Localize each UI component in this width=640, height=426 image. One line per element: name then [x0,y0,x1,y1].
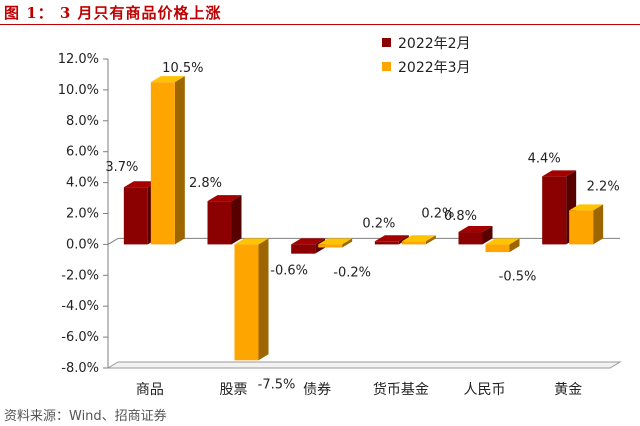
y-tick-label: 0.0% [66,237,99,252]
bar-top [207,195,242,202]
bar-top [485,238,520,245]
bar-top [123,181,158,188]
legend: 2022年2月 2022年3月 [382,36,471,76]
data-label: 0.8% [444,209,477,224]
x-category-label: 股票 [220,382,248,398]
bar-front [234,244,259,361]
bar-front [569,210,594,245]
x-category-label: 黄金 [554,381,582,398]
x-category-label: 债券 [303,382,331,398]
data-label: 2.2% [587,179,620,194]
y-tick-label: -8.0% [61,361,99,376]
data-label: -0.6% [270,263,308,278]
bar-top [374,235,409,242]
source-note: 资料来源：Wind、招商证券 [4,409,167,424]
bar-side [593,204,604,245]
data-label: 3.7% [105,160,138,175]
bar-top [318,238,353,245]
y-tick-label: 10.0% [58,83,99,98]
bar-top [234,238,269,245]
bar-front [485,244,510,253]
bar-side [425,235,436,245]
x-category-label: 货币基金 [373,381,429,398]
bar-front [207,201,232,245]
bar-mar-2 [318,238,353,248]
bar-side [509,238,520,253]
bar-side [342,238,353,248]
data-label: 0.2% [362,216,395,231]
bar-mar-1 [234,238,269,361]
y-tick-label: -2.0% [61,268,99,283]
bar-mar-3 [401,235,436,245]
x-category-label: 商品 [136,382,164,398]
data-label: 4.4% [528,151,561,166]
bar-top [401,235,436,242]
zero-line-edge [107,237,119,245]
bar-top [458,226,493,233]
bar-feb-3 [374,235,409,245]
legend-swatch [382,38,391,47]
y-tick-label: 12.0% [58,52,99,67]
bar-front [318,244,343,248]
title-rule [0,24,640,25]
data-label: 2.8% [189,176,222,191]
labels-layer: 商品 股票 债券 货币基金 人民币 黄金 3.7% 10.5% 2.8% -7.5% -0.6% -0… [105,61,619,398]
bar-front [291,244,316,254]
bar-side [258,238,269,361]
bar-front [458,232,483,245]
bar-side [398,235,409,245]
chart-floor [106,361,622,369]
bar-front [542,176,567,245]
bar-side [482,226,493,245]
bar-side [231,195,242,245]
bar-front [374,241,399,245]
bar-feb-4 [458,226,493,245]
axes-layer: -8.0% -6.0% -4.0% -2.0% 0.0% 2.0% 4.0% 6.0% 8.0%… [58,52,622,376]
bar-top [291,238,326,245]
bar-mar-4 [485,238,520,253]
data-label: -0.5% [499,269,537,284]
y-tick-label: 4.0% [66,176,99,191]
bar-mar-5 [569,204,604,245]
bar-front [123,187,148,245]
y-tick-label: -6.0% [61,330,99,345]
bar-top [542,170,577,177]
data-label: 0.2% [421,206,454,221]
y-tick-label: 2.0% [66,207,99,222]
bars-layer [123,76,604,361]
x-category-label: 人民币 [464,382,506,398]
legend-label: 2022年2月 [398,36,471,52]
data-label: -0.2% [333,265,371,280]
bar-side [174,76,185,245]
bar-front [401,241,426,245]
bar-top [569,204,604,211]
figure-title: 图 1： 3 月只有商品价格上涨 [4,4,222,22]
bar-top [150,76,185,83]
legend-swatch [382,62,391,71]
data-label: 10.5% [162,61,203,76]
legend-label: 2022年3月 [398,60,471,76]
bar-front [150,82,175,245]
bar-mar-0 [150,76,185,245]
y-tick-label: 8.0% [66,114,99,129]
data-label: -7.5% [258,377,296,392]
bar-feb-1 [207,195,242,245]
y-tick-label: -4.0% [61,299,99,314]
y-tick-label: 6.0% [66,145,99,160]
